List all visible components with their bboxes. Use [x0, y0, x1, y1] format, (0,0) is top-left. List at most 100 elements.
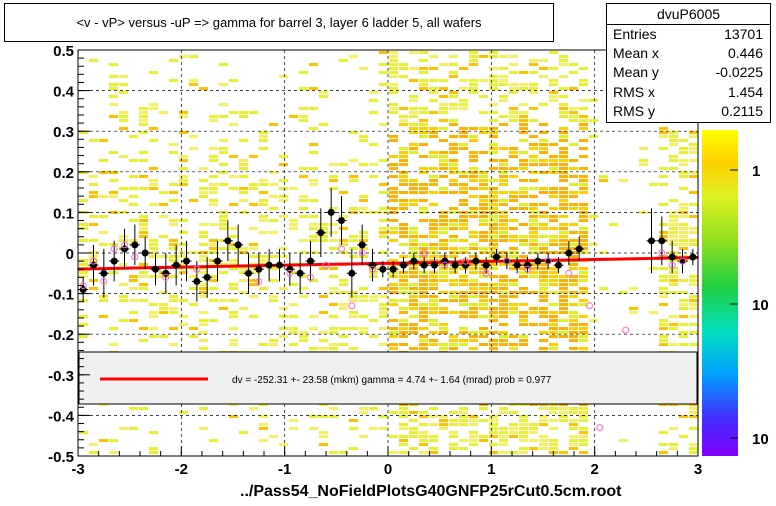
- heatmap-cell: [149, 187, 158, 190]
- heatmap-cell: [509, 227, 518, 230]
- profile-point: [679, 257, 686, 265]
- heatmap-cell: [389, 231, 398, 234]
- heatmap-cell: [559, 235, 568, 238]
- x-tick-label: -2: [175, 461, 188, 478]
- heatmap-cell: [139, 107, 148, 110]
- heatmap-cell: [119, 239, 128, 242]
- heatmap-cell: [479, 219, 488, 222]
- heatmap-cell: [309, 63, 318, 66]
- heatmap-cell: [589, 243, 598, 246]
- heatmap-cell: [159, 215, 168, 218]
- heatmap-cell: [679, 203, 688, 206]
- heatmap-cell: [459, 127, 468, 130]
- heatmap-cell: [289, 283, 298, 286]
- heatmap-cell: [659, 287, 668, 290]
- heatmap-cell: [579, 335, 588, 338]
- heatmap-cell: [89, 287, 98, 290]
- heatmap-cell: [679, 231, 688, 234]
- heatmap-cell: [299, 339, 308, 342]
- heatmap-cell: [549, 275, 558, 278]
- heatmap-cell: [349, 179, 358, 182]
- heatmap-cell: [529, 423, 538, 426]
- heatmap-cell: [519, 255, 528, 258]
- y-tick-label: 0.5: [53, 43, 74, 60]
- heatmap-cell: [549, 335, 558, 338]
- heatmap-cell: [349, 347, 358, 350]
- heatmap-cell: [449, 107, 458, 110]
- heatmap-cell: [519, 271, 528, 274]
- heatmap-cell: [119, 319, 128, 322]
- heatmap-cell: [489, 79, 498, 82]
- heatmap-cell: [249, 155, 258, 158]
- heatmap-cell: [189, 79, 198, 82]
- heatmap-cell: [559, 135, 568, 138]
- heatmap-cell: [569, 119, 578, 122]
- heatmap-cell: [369, 299, 378, 302]
- heatmap-cell: [179, 231, 188, 234]
- heatmap-cell: [429, 303, 438, 306]
- heatmap-cell: [329, 287, 338, 290]
- heatmap-cell: [159, 335, 168, 338]
- heatmap-cell: [539, 323, 548, 326]
- heatmap-cell: [509, 151, 518, 154]
- heatmap-cell: [539, 191, 548, 194]
- heatmap-cell: [439, 331, 448, 334]
- heatmap-cell: [219, 63, 228, 66]
- heatmap-cell: [469, 243, 478, 246]
- heatmap-cell: [499, 211, 508, 214]
- heatmap-cell: [419, 295, 428, 298]
- heatmap-cell: [399, 299, 408, 302]
- heatmap-cell: [129, 203, 138, 206]
- heatmap-cell: [279, 335, 288, 338]
- heatmap-cell: [99, 315, 108, 318]
- heatmap-cell: [399, 75, 408, 78]
- open-marker: [131, 253, 139, 261]
- heatmap-cell: [229, 203, 238, 206]
- profile-point: [131, 241, 139, 249]
- heatmap-cell: [559, 319, 568, 322]
- heatmap-cell: [469, 59, 478, 62]
- heatmap-cell: [409, 115, 418, 118]
- heatmap-cell: [519, 179, 528, 182]
- heatmap-cell: [539, 75, 548, 78]
- heatmap-cell: [89, 175, 98, 178]
- heatmap-cell: [689, 331, 698, 334]
- heatmap-cell: [659, 431, 668, 434]
- heatmap-cell: [469, 335, 478, 338]
- heatmap-cell: [549, 279, 558, 282]
- heatmap-cell: [399, 235, 408, 238]
- heatmap-cell: [509, 347, 518, 350]
- heatmap-cell: [519, 167, 528, 170]
- heatmap-cell: [189, 199, 198, 202]
- heatmap-cell: [519, 139, 528, 142]
- heatmap-cell: [139, 159, 148, 162]
- heatmap-cell: [409, 191, 418, 194]
- heatmap-cell: [669, 443, 678, 446]
- heatmap-cell: [529, 187, 538, 190]
- heatmap-cell: [409, 299, 418, 302]
- heatmap-cell: [479, 235, 488, 238]
- heatmap-cell: [139, 111, 148, 114]
- heatmap-cell: [449, 211, 458, 214]
- heatmap-cell: [429, 135, 438, 138]
- heatmap-cell: [149, 327, 158, 330]
- heatmap-cell: [239, 431, 248, 434]
- heatmap-cell: [459, 215, 468, 218]
- heatmap-cell: [539, 331, 548, 334]
- heatmap-cell: [529, 227, 538, 230]
- heatmap-cell: [659, 267, 668, 270]
- heatmap-cell: [679, 343, 688, 346]
- heatmap-cell: [329, 175, 338, 178]
- heatmap-cell: [309, 427, 318, 430]
- heatmap-cell: [99, 195, 108, 198]
- heatmap-cell: [539, 311, 548, 314]
- heatmap-cell: [579, 251, 588, 254]
- heatmap-cell: [139, 235, 148, 238]
- heatmap-cell: [429, 295, 438, 298]
- heatmap-cell: [559, 115, 568, 118]
- heatmap-cell: [439, 347, 448, 350]
- heatmap-cell: [399, 439, 408, 442]
- heatmap-cell: [539, 279, 548, 282]
- heatmap-cell: [459, 267, 468, 270]
- heatmap-cell: [109, 179, 118, 182]
